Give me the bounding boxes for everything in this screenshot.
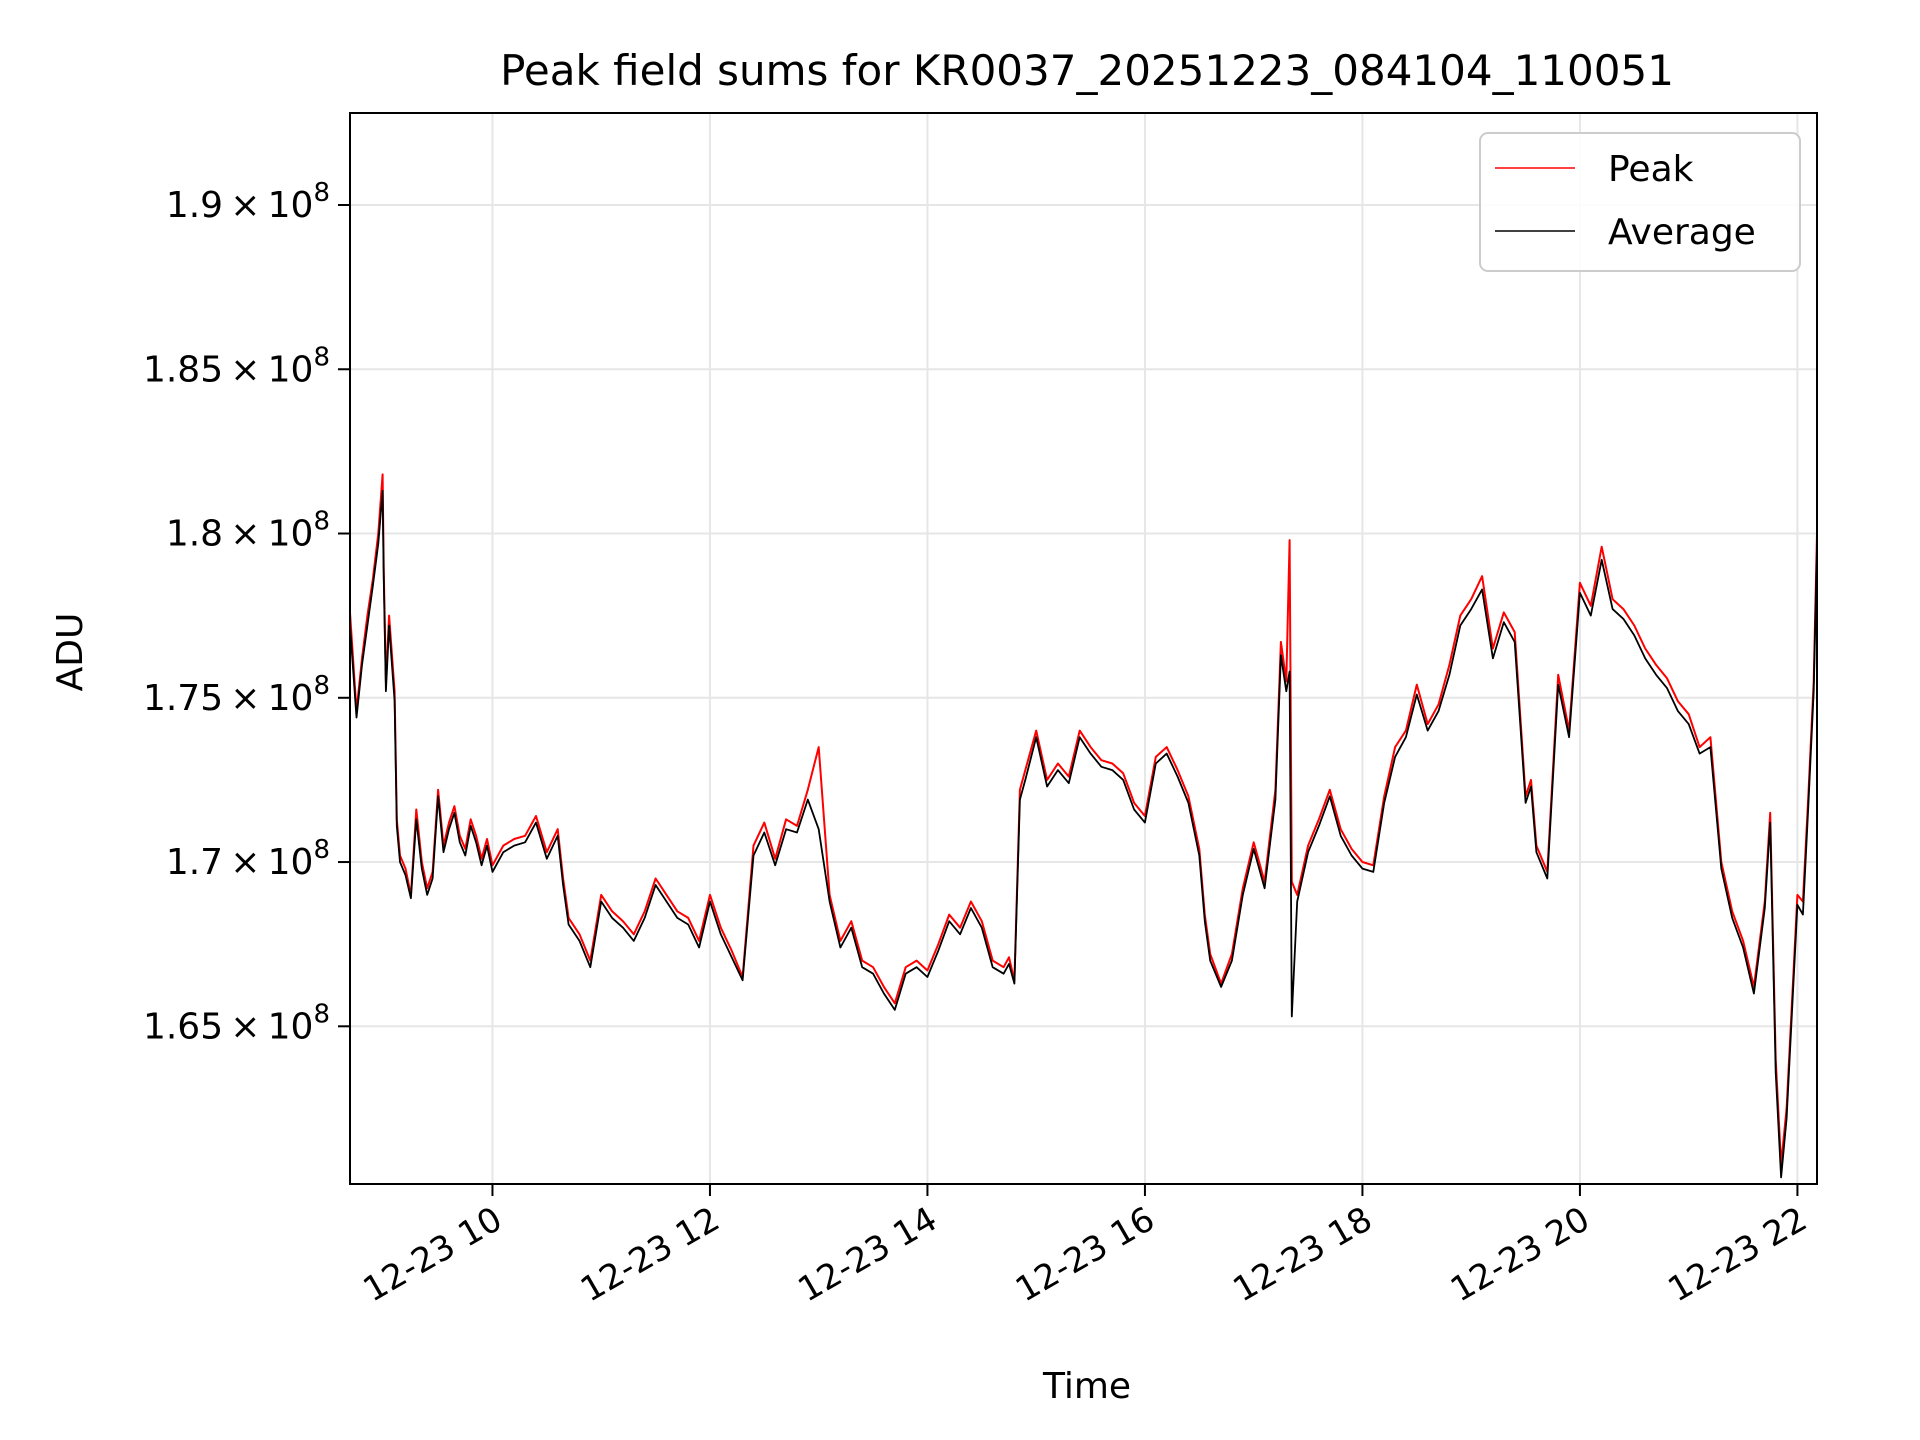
y-tick-label: 1.85 × 108 [143,342,330,390]
series-average-line [350,489,1817,1179]
y-tick-mantissa: 1.85 [143,349,223,390]
y-tick-base: × 10 [223,349,313,390]
y-tick-label: 1.7 × 108 [166,835,330,883]
y-tick-label: 1.75 × 108 [143,671,330,719]
y-tick-mantissa: 1.65 [143,1006,223,1047]
series-lines [350,473,1817,1179]
y-tick-label: 1.8 × 108 [166,507,330,555]
legend: Peak Average [1479,132,1801,272]
chart-title: Peak field sums for KR0037_20251223_0841… [500,46,1674,95]
series-peak-line [350,473,1817,1166]
y-tick-mantissa: 1.7 [166,842,223,883]
legend-label-peak: Peak [1608,149,1694,190]
y-tick-base: × 10 [223,1006,313,1047]
y-tick-label: 1.9 × 108 [166,178,330,226]
legend-label-average: Average [1608,212,1756,253]
y-tick-mantissa: 1.9 [166,185,223,226]
y-tick-exponent: 8 [313,178,330,208]
y-axis-label: ADU [50,613,91,692]
y-tick-base: × 10 [223,514,313,555]
plot-frame [349,112,1818,1185]
y-tick-exponent: 8 [313,671,330,701]
x-axis-label: Time [1042,1366,1131,1407]
y-tick-mantissa: 1.8 [166,514,223,555]
y-tick-base: × 10 [223,842,313,883]
y-tick-base: × 10 [223,185,313,226]
y-tick-base: × 10 [223,678,313,719]
y-tick-exponent: 8 [313,507,330,537]
y-tick-exponent: 8 [313,342,330,372]
y-tick-exponent: 8 [313,999,330,1029]
y-tick-label: 1.65 × 108 [143,999,330,1047]
y-tick-mantissa: 1.75 [143,678,223,719]
y-tick-exponent: 8 [313,835,330,865]
